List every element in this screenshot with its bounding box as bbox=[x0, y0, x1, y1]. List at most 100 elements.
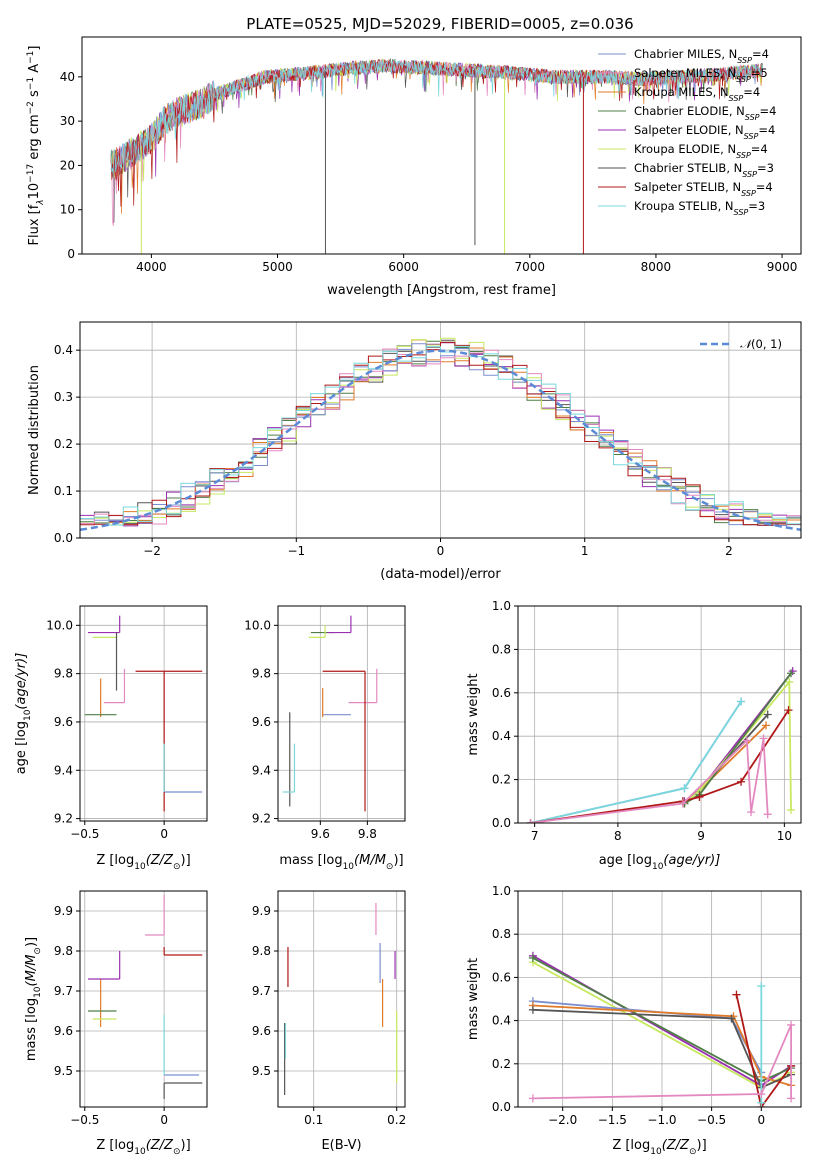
mass_vs_Z-xlabel: Z [log10(Z/Z⊙)] bbox=[96, 1138, 190, 1157]
residuals-ytick-label: 0.2 bbox=[54, 437, 73, 451]
weight_vs_age-xtick-label: 9 bbox=[697, 829, 705, 843]
mass_vs_Z-ytick-label: 9.9 bbox=[54, 904, 73, 918]
age_vs_mass-xtick-label: 9.8 bbox=[358, 827, 377, 841]
age_vs_Z-ylabel: age [log10(age/yr)] bbox=[14, 653, 33, 775]
weight_vs_age-ylabel: mass weight bbox=[466, 673, 481, 755]
age_vs_mass-axes: 9.6 9.8 9.2 9.4 9.6 9.8 10.0 mass [log10(M/M⊙)] bbox=[244, 605, 406, 872]
spectrum-xtick-label: 9000 bbox=[767, 260, 798, 274]
weight_vs_Z-ytick-label: 0.8 bbox=[492, 927, 511, 941]
mass_vs_Z-ylabel: mass [log10(M/M⊙)] bbox=[24, 937, 43, 1061]
mass_vs_ebv-ytick-label: 9.8 bbox=[252, 944, 271, 958]
mass_vs_ebv-ytick-label: 9.5 bbox=[252, 1064, 271, 1078]
weight_vs_age-axes: 7 8 9 10 0.0 0.2 0.4 0.6 0.8 1.0 age [log10(age/yr… bbox=[466, 599, 802, 872]
mass-weight-marker bbox=[762, 721, 771, 730]
age_vs_Z-axes: −0.5 0 9.2 9.4 9.6 9.8 10.0 Z [log10(Z/Z⊙)] age … bbox=[14, 605, 208, 872]
mass-weight-marker bbox=[787, 669, 796, 678]
mass_vs_ebv-frame bbox=[277, 890, 406, 1108]
weight_vs_Z-ytick-label: 1.0 bbox=[492, 884, 511, 898]
mass_vs_Z-plot-area bbox=[87, 895, 203, 1099]
mass_vs_ebv-xlabel: E(B-V) bbox=[321, 1138, 361, 1153]
mass_vs_Z-ytick-label: 9.6 bbox=[54, 1024, 73, 1038]
mass-weight-marker bbox=[787, 805, 796, 814]
spectrum-axes: 4000 5000 6000 7000 8000 9000 0 10 20 30 40 wavelen… bbox=[26, 36, 802, 298]
weight_vs_age-xtick-label: 8 bbox=[614, 829, 622, 843]
age_vs_Z-xtick-label: −0.5 bbox=[70, 827, 99, 841]
spectrum-ytick-label: 10 bbox=[60, 203, 75, 217]
legend-entry: Chabrier ELODIE, NSSP=4 bbox=[634, 104, 776, 122]
age_vs_mass-plot-area bbox=[282, 615, 378, 812]
mass_vs_ebv-axes: 0.1 0.2 9.5 9.6 9.7 9.8 9.9 E(B-V) bbox=[252, 890, 406, 1153]
weight_vs_Z-xtick-label: 0 bbox=[757, 1113, 765, 1127]
residuals-ytick-label: 0.0 bbox=[54, 531, 73, 545]
age_vs_Z-ytick-label: 9.6 bbox=[54, 715, 73, 729]
age_vs_Z-ytick-label: 9.8 bbox=[54, 667, 73, 681]
mass-weight-line bbox=[530, 738, 769, 823]
weight_vs_age-ytick-label: 0.0 bbox=[492, 816, 511, 830]
mass-weight-marker bbox=[785, 677, 794, 686]
mass-weight-marker bbox=[747, 808, 756, 817]
weight_vs_Z-ytick-label: 0.6 bbox=[492, 970, 511, 984]
residuals-ytick-label: 0.1 bbox=[54, 484, 73, 498]
mass-weight-marker bbox=[528, 1094, 537, 1103]
mass-weight-marker bbox=[528, 1005, 537, 1014]
mass_vs_ebv-xtick-label: 0.2 bbox=[387, 1113, 406, 1127]
mass-weight-line bbox=[735, 994, 792, 1107]
mass-weight-marker bbox=[727, 1014, 736, 1023]
residuals-ytick-label: 0.4 bbox=[54, 343, 73, 357]
spectrum-plot-area bbox=[110, 57, 764, 254]
mass-weight-marker bbox=[787, 1094, 796, 1103]
mass_vs_Z-ytick-label: 9.7 bbox=[54, 984, 73, 998]
legend-entry: Salpeter STELIB, NSSP=4 bbox=[634, 180, 773, 198]
spectrum-xtick-label: 7000 bbox=[515, 260, 546, 274]
legend-entry: Kroupa STELIB, NSSP=3 bbox=[634, 199, 765, 217]
mass-weight-line bbox=[530, 701, 742, 823]
mass-weight-marker bbox=[528, 953, 537, 962]
weight_vs_Z-xlabel: Z [log10(Z/Z⊙)] bbox=[612, 1138, 706, 1157]
age_vs_mass-frame bbox=[277, 605, 406, 822]
age_vs_Z-ytick-label: 9.2 bbox=[54, 812, 73, 826]
mass_vs_Z-frame bbox=[79, 890, 208, 1108]
weight_vs_Z-ytick-label: 0.0 bbox=[492, 1100, 511, 1114]
weight_vs_age-ytick-label: 1.0 bbox=[492, 599, 511, 613]
weight_vs_age-xlabel: age [log10(age/yr)] bbox=[599, 853, 721, 872]
mass-weight-marker bbox=[737, 777, 746, 786]
weight_vs_Z-frame bbox=[517, 890, 802, 1108]
age_vs_mass-ytick-label: 9.8 bbox=[252, 667, 271, 681]
age_vs_mass-ytick-label: 9.4 bbox=[252, 763, 271, 777]
age_vs_Z-plot-area bbox=[84, 615, 203, 812]
mass-weight-marker bbox=[695, 792, 704, 801]
mass_vs_ebv-ytick-label: 9.9 bbox=[252, 904, 271, 918]
mass_vs_Z-xtick-label: −0.5 bbox=[70, 1113, 99, 1127]
weight_vs_Z-ytick-label: 0.2 bbox=[492, 1057, 511, 1071]
weight_vs_Z-axes: −2.0 −1.5 −1.0 −0.5 0 0.0 0.2 0.4 0.6 0.8 1.0 Z [lo… bbox=[466, 884, 802, 1157]
mass_vs_ebv-ytick-label: 9.7 bbox=[252, 984, 271, 998]
residuals-ytick-label: 0.3 bbox=[54, 390, 73, 404]
legend-entry: Kroupa MILES, NSSP=4 bbox=[634, 85, 760, 103]
spectrum-series-line bbox=[110, 59, 764, 175]
weight_vs_age-xtick-label: 7 bbox=[531, 829, 539, 843]
mass-weight-marker bbox=[787, 1020, 796, 1029]
spectrum-xtick-label: 8000 bbox=[641, 260, 672, 274]
spectrum-ylabel: Flux [fλ10−17 erg cm−2 s−1 A−1] bbox=[26, 46, 46, 246]
spectrum-xlabel: wavelength [Angstrom, rest frame] bbox=[327, 283, 556, 298]
legend-entry: Chabrier MILES, NSSP=4 bbox=[634, 47, 769, 65]
spectrum-ytick-label: 40 bbox=[60, 70, 75, 84]
mass-weight-marker bbox=[742, 736, 751, 745]
age_vs_Z-ytick-label: 10.0 bbox=[46, 618, 73, 632]
mass-weight-marker bbox=[784, 706, 793, 715]
weight_vs_age-ytick-label: 0.4 bbox=[492, 729, 511, 743]
mass-weight-marker bbox=[678, 799, 687, 808]
weight_vs_Z-xtick-label: −1.0 bbox=[647, 1113, 676, 1127]
legend-entry: Salpeter MILES, NSSP=5 bbox=[634, 66, 768, 84]
gaussian-legend-label: 𝒩(0, 1) bbox=[740, 337, 782, 351]
residual-histogram-step bbox=[80, 345, 801, 538]
mass-weight-marker bbox=[763, 810, 772, 819]
age_vs_mass-xlabel: mass [log10(M/M⊙)] bbox=[279, 853, 403, 872]
age_vs_Z-ytick-label: 9.4 bbox=[54, 763, 73, 777]
spectrum-ytick-label: 20 bbox=[60, 158, 75, 172]
residuals-xtick-label: 1 bbox=[581, 544, 589, 558]
residuals-ylabel: Normed distribution bbox=[27, 365, 42, 495]
residuals-plot-area bbox=[80, 337, 801, 538]
mass-weight-marker bbox=[757, 1090, 766, 1099]
